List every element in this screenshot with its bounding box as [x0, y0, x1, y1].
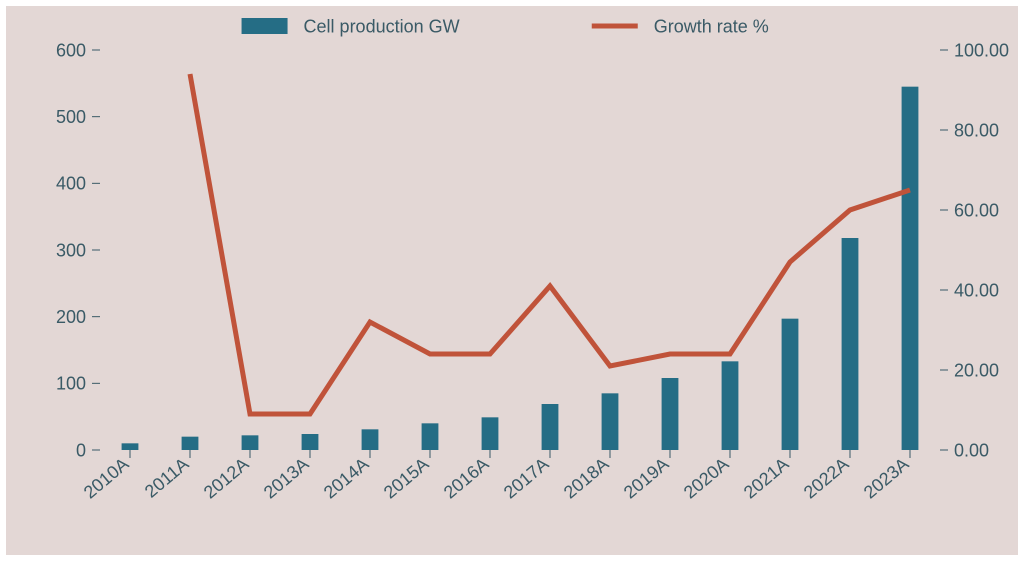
y-right-label: 20.00	[954, 360, 999, 380]
y-left-label: 200	[56, 307, 86, 327]
chart-frame: Cell production GW Growth rate % 0 100 200 30…	[0, 0, 1024, 561]
bar	[182, 437, 199, 450]
x-label: 2023A	[860, 454, 913, 503]
x-label: 2022A	[800, 454, 853, 503]
bar	[782, 319, 799, 450]
x-label: 2011A	[141, 454, 193, 502]
bar	[662, 378, 679, 450]
legend-swatch-bar	[242, 18, 288, 34]
x-label: 2018A	[560, 454, 613, 503]
growth-line	[190, 74, 910, 414]
chart-inner: Cell production GW Growth rate % 0 100 200 30…	[6, 6, 1018, 555]
bar	[542, 404, 559, 450]
bar	[722, 361, 739, 450]
bar	[482, 417, 499, 450]
bar	[302, 434, 319, 450]
y-left-label: 600	[56, 40, 86, 60]
x-label: 2010A	[80, 454, 133, 503]
legend-label: Growth rate %	[654, 17, 769, 37]
bar	[902, 87, 919, 450]
legend-label: Cell production GW	[304, 17, 460, 37]
x-label: 2012A	[200, 454, 253, 503]
y-right-label: 0.00	[954, 440, 989, 460]
y-left-label: 0	[76, 440, 86, 460]
bar	[602, 393, 619, 450]
bar	[122, 443, 139, 450]
y-right-label: 100.00	[954, 40, 1009, 60]
x-label: 2019A	[620, 454, 673, 503]
bar	[362, 429, 379, 450]
x-label: 2021A	[740, 454, 793, 503]
combo-chart: Cell production GW Growth rate % 0 100 200 30…	[6, 6, 1018, 555]
y-left-label: 300	[56, 240, 86, 260]
x-label: 2016A	[440, 454, 493, 503]
bar	[842, 238, 859, 450]
y-right-label: 60.00	[954, 200, 999, 220]
y-left-label: 400	[56, 174, 86, 194]
y-left-label: 500	[56, 107, 86, 127]
x-label: 2014A	[320, 454, 373, 503]
y-right-label: 80.00	[954, 120, 999, 140]
bar	[242, 435, 259, 450]
bar	[422, 423, 439, 450]
x-label: 2013A	[260, 454, 313, 503]
x-label: 2020A	[680, 454, 733, 503]
x-label: 2015A	[380, 454, 433, 503]
y-right-label: 40.00	[954, 280, 999, 300]
y-left-label: 100	[56, 374, 86, 394]
x-label: 2017A	[500, 454, 553, 503]
